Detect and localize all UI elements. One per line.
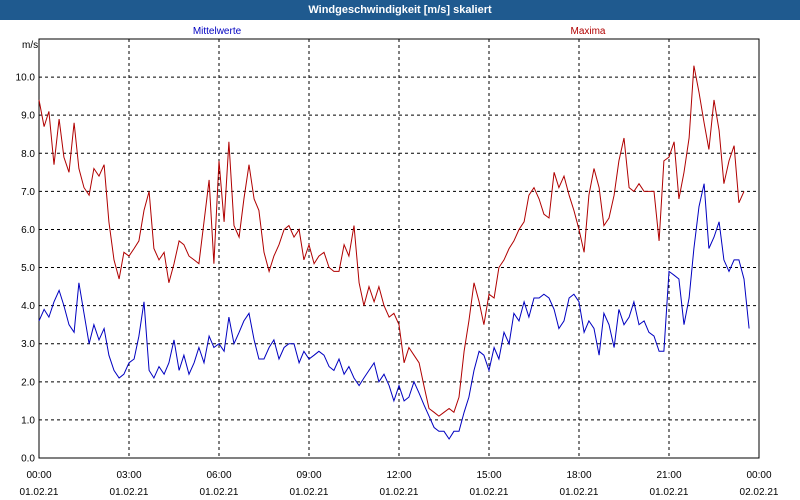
y-tick-label: 6.0 (21, 225, 35, 236)
x-tick-time: 00:00 (26, 470, 51, 481)
x-axis: 00:00 01.02.21 03:00 01.02.21 06:00 01.02.21 0… (20, 470, 779, 498)
y-tick-label: 3.0 (21, 339, 35, 350)
x-tick-time: 15:00 (476, 470, 501, 481)
y-tick-label: 2.0 (21, 377, 35, 388)
x-tick-date: 01.02.21 (380, 487, 419, 498)
chart: m/s Mittelwerte Maxima 0.0 1.0 2.0 3.0 4.0 5.… (16, 26, 779, 498)
series-line-mittelwerte (38, 183, 750, 440)
y-axis: 0.0 1.0 2.0 3.0 4.0 5.0 6.0 7.0 8.0 9.0 10.0 (16, 73, 36, 465)
x-tick-date: 01.02.21 (290, 487, 329, 498)
x-tick-time: 18:00 (566, 470, 591, 481)
x-tick-date: 01.02.21 (110, 487, 149, 498)
x-tick-date: 01.02.21 (470, 487, 509, 498)
y-tick-label: 5.0 (21, 263, 35, 274)
x-tick-time: 09:00 (296, 470, 321, 481)
y-tick-label: 1.0 (21, 415, 35, 426)
y-tick-label: 8.0 (21, 149, 35, 160)
x-tick-time: 00:00 (746, 470, 771, 481)
x-tick-time: 03:00 (116, 470, 141, 481)
y-tick-label: 9.0 (21, 111, 35, 122)
x-tick-date: 01.02.21 (560, 487, 599, 498)
y-tick-label: 10.0 (16, 73, 36, 84)
y-tick-label: 4.0 (21, 301, 35, 312)
plot-area-border (38, 38, 760, 459)
y-tick-label: 0.0 (21, 454, 35, 465)
series-line-maxima (38, 65, 745, 417)
x-tick-time: 06:00 (206, 470, 231, 481)
grid (39, 39, 759, 458)
window-title: Windgeschwindigkeit [m/s] skaliert (0, 0, 800, 20)
x-tick-time: 21:00 (656, 470, 681, 481)
legend-max: Maxima (570, 26, 605, 37)
y-axis-label: m/s (22, 40, 38, 51)
x-tick-date: 01.02.21 (200, 487, 239, 498)
legend-avg: Mittelwerte (193, 26, 242, 37)
y-tick-label: 7.0 (21, 187, 35, 198)
x-tick-date: 01.02.21 (650, 487, 689, 498)
x-tick-date: 01.02.21 (20, 487, 59, 498)
series (38, 65, 750, 440)
x-tick-time: 12:00 (386, 470, 411, 481)
x-tick-date: 02.02.21 (740, 487, 779, 498)
